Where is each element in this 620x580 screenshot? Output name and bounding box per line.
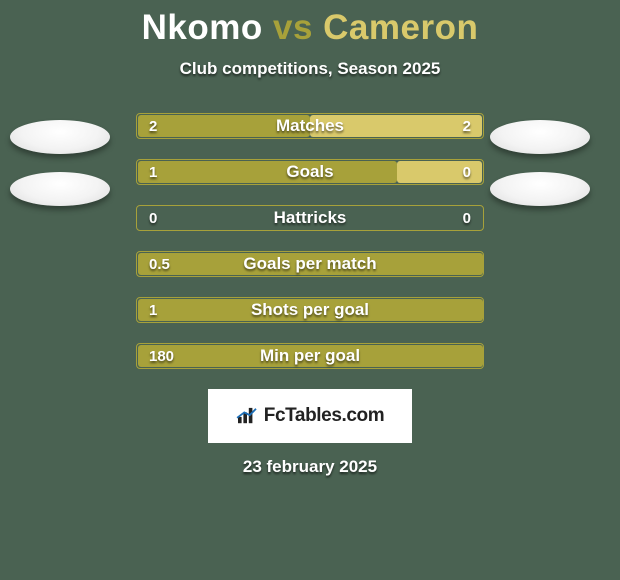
comparison-card: Nkomo vs Cameron Club competitions, Seas… <box>0 0 620 580</box>
stat-value-left: 1 <box>149 160 157 184</box>
player-left-avatar-2 <box>10 172 110 206</box>
card-subtitle: Club competitions, Season 2025 <box>0 59 620 79</box>
logo-text: FcTables.com <box>264 405 385 427</box>
stat-row: Shots per goal1 <box>136 297 484 323</box>
stat-value-left: 180 <box>149 344 174 368</box>
player-right-name: Cameron <box>323 8 478 47</box>
stat-fill-left <box>138 345 483 367</box>
stat-value-right: 2 <box>463 114 471 138</box>
stat-row: Hattricks0 0 <box>136 205 484 231</box>
stat-value-left: 0.5 <box>149 252 170 276</box>
stat-fill-left <box>138 253 483 275</box>
stat-label: Hattricks <box>137 206 483 230</box>
player-left-avatar-1 <box>10 120 110 154</box>
stat-row: Goals per match0.5 <box>136 251 484 277</box>
player-right-avatar-1 <box>490 120 590 154</box>
vs-separator: vs <box>273 8 313 47</box>
stat-value-left: 1 <box>149 298 157 322</box>
fctables-logo: FcTables.com <box>208 389 412 443</box>
stat-fill-right <box>310 115 482 137</box>
card-title: Nkomo vs Cameron <box>0 0 620 45</box>
stat-fill-left <box>138 161 397 183</box>
stat-fill-left <box>138 115 310 137</box>
player-right-avatar-2 <box>490 172 590 206</box>
bar-chart-icon <box>236 407 258 425</box>
stat-row: Matches22 <box>136 113 484 139</box>
stat-value-right: 0 <box>463 160 471 184</box>
stat-row: Goals10 <box>136 159 484 185</box>
player-left-name: Nkomo <box>142 8 263 47</box>
stat-row: Min per goal180 <box>136 343 484 369</box>
stat-value-left: 2 <box>149 114 157 138</box>
stat-fill-left <box>138 299 483 321</box>
stat-value-right: 0 <box>463 206 471 230</box>
stat-value-left: 0 <box>149 206 157 230</box>
footer-date: 23 february 2025 <box>0 457 620 477</box>
